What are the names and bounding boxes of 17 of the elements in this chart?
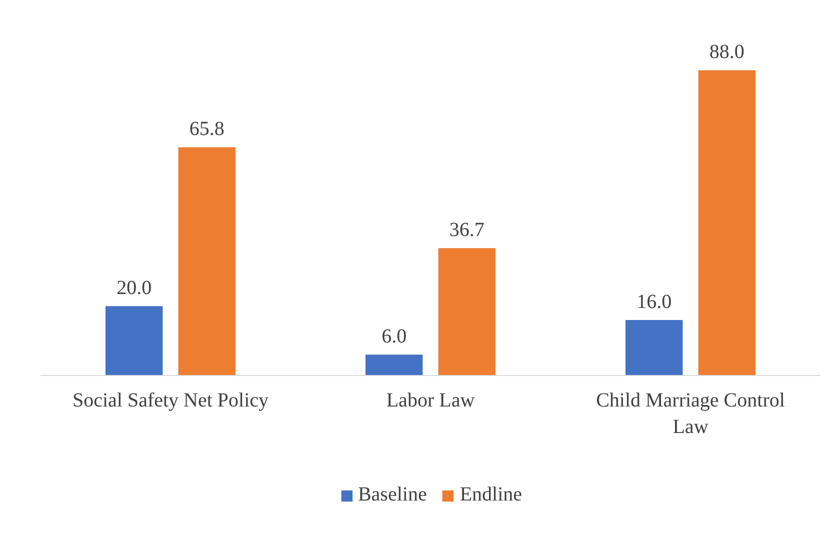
data-label: 20.0 [116,277,152,300]
bar [106,306,163,376]
data-label: 88.0 [709,41,744,64]
legend-label: Baseline [358,484,427,506]
bar [626,320,683,376]
data-label: 16.0 [636,290,672,313]
bar [366,354,423,376]
bar [178,147,236,376]
x-tick-label: Child Marriage Control Law [596,390,786,438]
x-tick-label: Labor Law [386,390,476,412]
bar [698,70,756,376]
bar [438,248,496,376]
data-label: 6.0 [382,326,407,348]
data-label: 65.8 [189,118,224,140]
data-label: 36.7 [449,219,484,242]
legend-label: Endline [460,484,522,506]
x-tick-label: Social Safety Net Policy [72,390,269,412]
